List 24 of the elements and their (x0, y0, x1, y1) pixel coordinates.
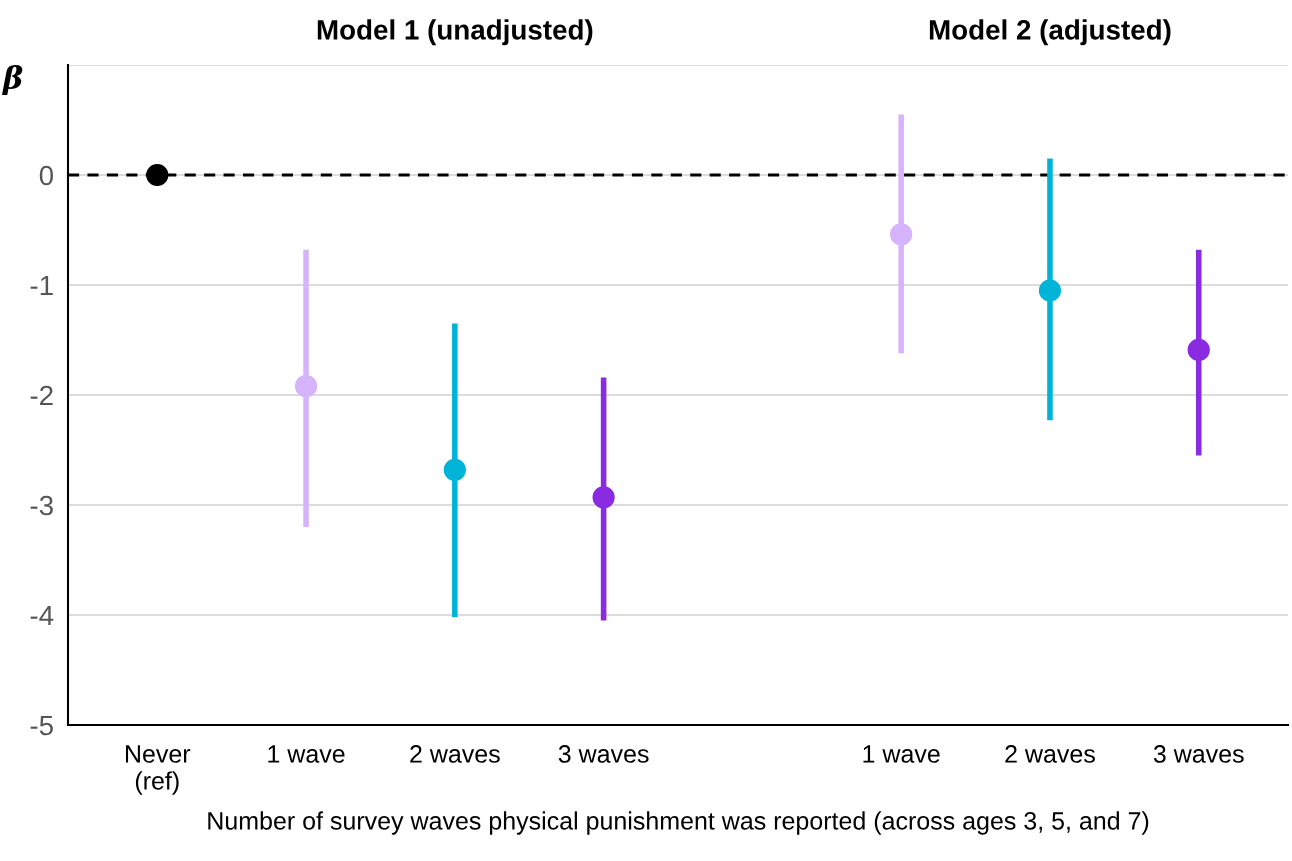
x-tick-label: 2 waves (410, 745, 500, 763)
x-tick-label: 2 waves (1005, 745, 1095, 763)
y-tick-label: -5 (30, 715, 53, 736)
y-tick-label: -2 (30, 385, 53, 406)
x-tick-label: 3 waves (558, 745, 649, 763)
point (1187, 338, 1210, 362)
text: Model 1 (unadjusted) (317, 19, 593, 46)
x-tick-label: 1 wave (863, 745, 940, 763)
y-tick-label: -3 (30, 495, 53, 516)
point (890, 223, 913, 246)
x-tick-label: Never (ref) (125, 745, 191, 795)
point (1038, 279, 1062, 302)
x-axis-title: Number of survey waves physical punishment was reported (across ages 3, 5, and 7) (208, 811, 1149, 835)
y-tick-label: -4 (30, 605, 54, 626)
text: Model 2 (adjusted) (929, 19, 1171, 46)
point (592, 486, 615, 509)
x-tick-label: 1 wave (268, 745, 345, 763)
point (294, 375, 318, 398)
point (146, 163, 169, 187)
point (443, 458, 466, 481)
y-tick-label: -1 (30, 275, 53, 296)
y-axis-title: β (2, 65, 23, 95)
x-tick-label: 3 waves (1153, 745, 1244, 763)
y-tick-label: 0 (39, 165, 54, 186)
